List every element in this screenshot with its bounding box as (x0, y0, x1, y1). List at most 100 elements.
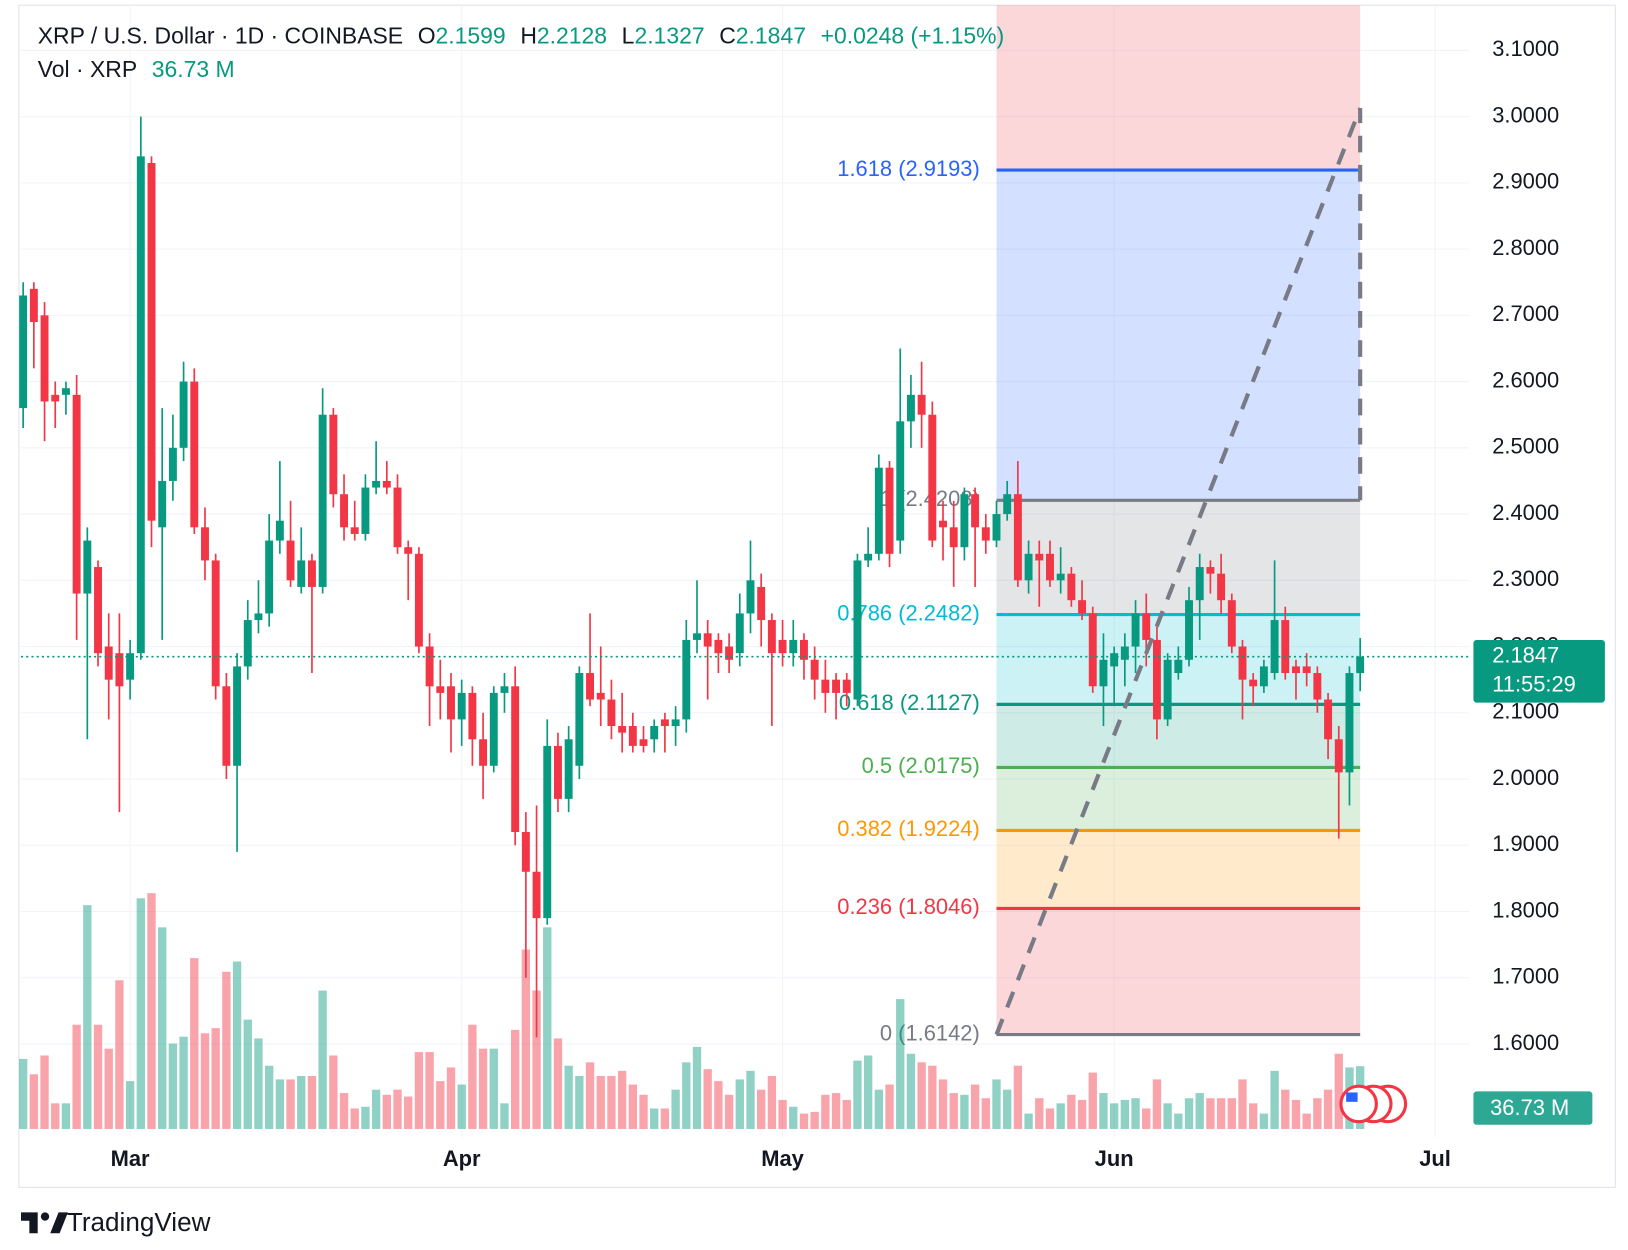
candle-body (639, 739, 648, 746)
candle-body (778, 639, 787, 654)
volume-bar (158, 927, 167, 1129)
volume-bar (949, 1093, 958, 1129)
candle-body (703, 633, 712, 647)
flag-icon (1339, 1084, 1378, 1124)
volume-bar (510, 1029, 520, 1129)
volume-bar (40, 1055, 49, 1129)
volume-bar (500, 1103, 509, 1129)
volume-bar (1088, 1072, 1097, 1129)
volume-bar (243, 1019, 252, 1129)
volume-bar (1174, 1113, 1183, 1129)
candle-body (115, 653, 124, 687)
candle-body (1217, 573, 1226, 601)
candle-body (532, 871, 541, 919)
volume-bar (1152, 1079, 1162, 1129)
volume-badge-value: 36.73 M (1490, 1095, 1569, 1120)
volume-bar (553, 1038, 563, 1129)
candle-body (1281, 620, 1290, 674)
high-label: H (520, 23, 537, 49)
candle-body (1324, 699, 1333, 740)
candle-body (500, 686, 509, 693)
candle-body (1120, 646, 1129, 660)
volume-bar (179, 1036, 188, 1129)
volume-bar (692, 1046, 702, 1129)
volume-bar (575, 1075, 584, 1129)
candle-body (340, 494, 348, 528)
candle-body (318, 414, 327, 587)
candle-body (543, 745, 552, 919)
volume-bar (617, 1070, 627, 1129)
candle-body (158, 480, 167, 528)
candle-body (94, 567, 102, 654)
candle-body (61, 388, 70, 395)
fib-zone (996, 830, 1361, 909)
volume-bar (361, 1106, 370, 1129)
price-badge-value: 2.1847 (1492, 642, 1559, 667)
candle-body (457, 692, 466, 720)
candle-body (1152, 639, 1161, 720)
candle-body (906, 394, 915, 422)
volume-bar (585, 1062, 595, 1129)
volume-bar (200, 1033, 210, 1129)
candle-body (832, 679, 841, 693)
candle-body (479, 739, 488, 766)
volume-bar (254, 1038, 263, 1129)
candle-body (393, 487, 402, 548)
fib-label: 0 (1.6142) (880, 1020, 980, 1045)
volume-bar (436, 1081, 445, 1129)
volume-bar (853, 1060, 862, 1129)
low-value: 2.1327 (634, 23, 704, 49)
high-value: 2.2128 (537, 23, 607, 49)
candle-body (660, 719, 669, 727)
candle-body (842, 679, 851, 693)
candle-body (222, 686, 231, 766)
volume-bar (831, 1093, 841, 1129)
candle-body (939, 520, 947, 528)
volume-bar (329, 1055, 338, 1129)
volume-bar (115, 980, 124, 1129)
volume-bar (671, 1089, 680, 1129)
candle-body (29, 288, 38, 322)
volume-bar (885, 1084, 894, 1129)
candle-body (307, 560, 316, 587)
fib-label: 0.618 (2.1127) (839, 690, 980, 715)
candle-body (1206, 567, 1215, 574)
candle-body (671, 719, 680, 727)
candle-body (243, 620, 252, 667)
y-tick-label: 2.0000 (1492, 765, 1559, 790)
flag-canton (1346, 1092, 1358, 1102)
candle-body (414, 553, 423, 647)
candle-body (40, 315, 49, 402)
candle-body (575, 673, 584, 766)
low-label: L (622, 23, 635, 49)
volume-bar (1163, 1103, 1172, 1129)
volume-bar (382, 1094, 391, 1129)
y-tick-label: 1.8000 (1492, 897, 1559, 922)
candle-body (1356, 656, 1365, 674)
candle-body (1099, 659, 1108, 687)
candle-body (211, 560, 220, 687)
candle-body (1024, 553, 1033, 581)
candle-body (981, 527, 990, 541)
candle-body (1313, 673, 1322, 700)
candle-body (553, 745, 562, 799)
volume-bar (1077, 1099, 1087, 1129)
y-tick-label: 2.1000 (1492, 699, 1559, 724)
fib-zone (996, 170, 1361, 501)
x-tick-label: Apr (443, 1146, 481, 1171)
x-tick-label: Mar (111, 1146, 150, 1171)
fib-zone (996, 704, 1361, 768)
volume-bar (1313, 1098, 1322, 1129)
volume-bar (232, 961, 242, 1129)
volume-bar (1131, 1098, 1140, 1129)
fib-label: 0.236 (1.8046) (837, 894, 980, 919)
volume-bar (318, 990, 327, 1129)
candle-body (190, 381, 199, 528)
volume-bar (104, 1048, 113, 1129)
volume-bar (1024, 1113, 1033, 1129)
candle-body (51, 394, 60, 402)
volume-bar (393, 1089, 402, 1129)
volume-bar (1302, 1113, 1311, 1129)
